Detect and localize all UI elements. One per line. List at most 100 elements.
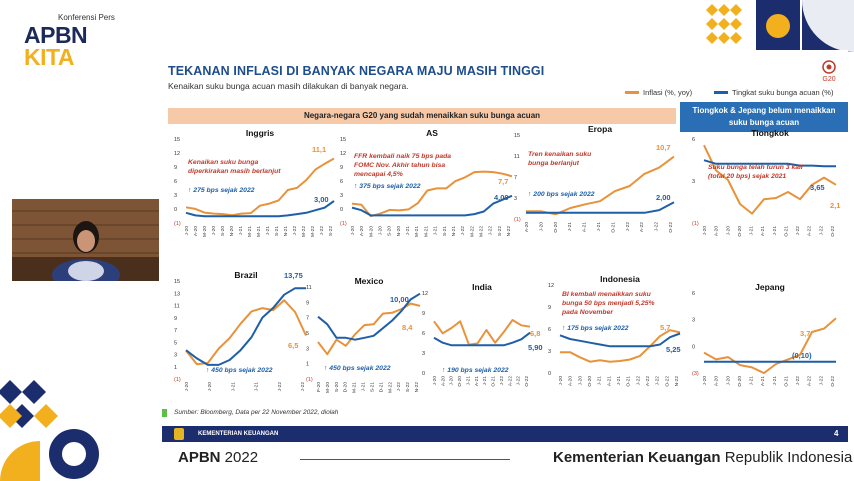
chart-title-jepang: Jepang: [755, 282, 785, 292]
annotation-eropa: Tren kenaikan suku: [528, 151, 592, 158]
china-japan-banner-line2: suku bunga acuan: [728, 118, 800, 127]
annotation-inggris: Kenaikan suku bunga: [188, 159, 258, 166]
chart-title-eropa: Eropa: [588, 124, 612, 134]
x-tick-as: S-20: [387, 226, 393, 236]
y-tick-as: 9: [340, 165, 343, 171]
y-tick-indonesia: 9: [548, 305, 551, 311]
y-tick-brazil: 9: [174, 316, 177, 322]
legend-inflation: Inflasi (%, yoy): [625, 88, 692, 97]
end-label-1-tiongkok: 3,65: [810, 183, 825, 192]
x-tick-india: A-22: [507, 376, 513, 386]
slide-title: TEKANAN INFLASI DI BANYAK NEGARA MAJU MA…: [168, 64, 545, 78]
y-tick-mexico: 7: [306, 316, 309, 322]
x-tick-indonesia: J-20: [577, 376, 583, 386]
y-tick-india: 9: [422, 311, 425, 317]
y-tick-jepang: 3: [692, 318, 695, 324]
slide-page-number: 4: [834, 429, 839, 438]
x-tick-as: M-22: [469, 226, 475, 237]
end-label-1-indonesia: 5,7: [660, 323, 670, 332]
x-tick-tiongkok: J-22: [818, 226, 824, 236]
x-tick-tiongkok: O-21: [783, 226, 789, 237]
y-tick-brazil: 1: [174, 365, 177, 371]
x-tick-mexico: M-20: [325, 382, 331, 393]
bottom-apbn-year: APBN 2022: [178, 449, 258, 466]
x-tick-mexico: M-22: [387, 382, 393, 393]
inflation-line-india: [433, 319, 531, 346]
annotation-tiongkok: (total 20 bps) sejak 2021: [708, 173, 786, 180]
x-tick-indonesia: J-21: [616, 376, 622, 386]
y-tick-eropa: 11: [514, 154, 520, 160]
x-tick-india: J-21: [482, 376, 488, 386]
y-tick-jepang: (3): [692, 371, 699, 377]
rate-increase-note-inggris: ↑ 275 bps sejak 2022: [188, 187, 255, 194]
y-tick-eropa: 7: [514, 175, 517, 181]
x-tick-as: N-21: [451, 226, 457, 237]
x-tick-as: M-21: [414, 226, 420, 237]
x-tick-indonesia: A-21: [606, 376, 612, 386]
x-tick-indonesia: O-20: [587, 376, 593, 387]
chart-mexico: Mexico 11 9 7 5 3 1 (1)F-20 M-20 S-20 D-20 M-21 J-21…: [306, 276, 421, 393]
y-tick-india: 6: [422, 331, 425, 337]
x-tick-as: M-22: [478, 226, 484, 237]
x-tick-jepang: O-21: [783, 376, 789, 387]
y-tick-eropa: 3: [514, 196, 517, 202]
x-tick-eropa: J-20: [538, 222, 544, 232]
end-label-1-jepang: 3,7: [800, 329, 810, 338]
chart-title-inggris: Inggris: [246, 128, 275, 138]
end-label-2-tiongkok: 2,1: [830, 201, 840, 210]
x-tick-tiongkok: A-21: [760, 226, 766, 236]
annotation-as: FFR kembali naik 75 bps pada: [354, 153, 451, 160]
x-tick-inggris: S-22: [328, 226, 334, 236]
y-tick-inggris: 3: [174, 193, 177, 199]
y-tick-inggris: 6: [174, 179, 177, 185]
rate-increase-note-brazil: ↑ 450 bps sejak 2022: [206, 367, 273, 374]
x-tick-jepang: J-22: [818, 376, 824, 386]
x-tick-jepang: O-20: [737, 376, 743, 387]
china-japan-banner: Tiongkok & Jepang belum menaikkan suku b…: [680, 102, 848, 132]
x-tick-mexico: S-20: [334, 382, 340, 392]
x-tick-tiongkok: A-20: [714, 226, 720, 236]
x-tick-indonesia: J-22: [655, 376, 661, 386]
x-tick-eropa: A-20: [524, 222, 530, 232]
y-tick-inggris: 12: [174, 151, 180, 157]
x-tick-tiongkok: O-22: [830, 226, 836, 237]
end-label-2-inggris: 3,00: [314, 195, 329, 204]
annotation-tiongkok: Suku bunga telah turun 3 kali: [708, 164, 803, 171]
x-tick-india: J-20: [449, 376, 455, 386]
annotation-indonesia: pada November: [561, 309, 613, 316]
x-tick-as: J-20: [350, 226, 356, 236]
x-tick-inggris: S-20: [220, 226, 226, 236]
y-tick-as: 12: [340, 151, 346, 157]
y-tick-eropa: (1): [514, 217, 521, 223]
rate-line-inggris: [185, 200, 335, 218]
x-tick-inggris: M-20: [202, 226, 208, 237]
x-tick-as: A-20: [359, 226, 365, 236]
y-tick-as: 15: [340, 137, 346, 143]
y-tick-jepang: 0: [692, 344, 695, 350]
x-tick-tiongkok: J-22: [795, 226, 801, 236]
y-tick-brazil: 3: [174, 353, 177, 359]
inflation-line-brazil: [185, 299, 307, 366]
x-tick-mexico: S-21: [369, 382, 375, 392]
g20-hiking-banner: Negara-negara G20 yang sudah menaikkan s…: [168, 108, 676, 124]
ministry-logo-icon: [174, 428, 184, 440]
x-tick-india: O-21: [491, 376, 497, 387]
brand-line-apbn: APBN: [24, 22, 88, 48]
x-tick-brazil: J-22: [277, 382, 283, 392]
x-tick-as: M-20: [368, 226, 374, 237]
y-tick-indonesia: 12: [548, 283, 554, 289]
x-tick-indonesia: J-21: [597, 376, 603, 386]
x-tick-eropa: A-22: [639, 222, 645, 232]
rate-increase-note-indonesia: ↑ 175 bps sejak 2022: [562, 325, 629, 332]
china-japan-banner-line1: Tiongkok & Jepang belum menaikkan: [692, 106, 836, 115]
x-tick-mexico: D-20: [343, 382, 349, 393]
y-tick-mexico: (1): [306, 377, 313, 383]
x-tick-india: J-22: [516, 376, 522, 386]
y-tick-inggris: 9: [174, 165, 177, 171]
y-tick-india: 0: [422, 371, 425, 377]
